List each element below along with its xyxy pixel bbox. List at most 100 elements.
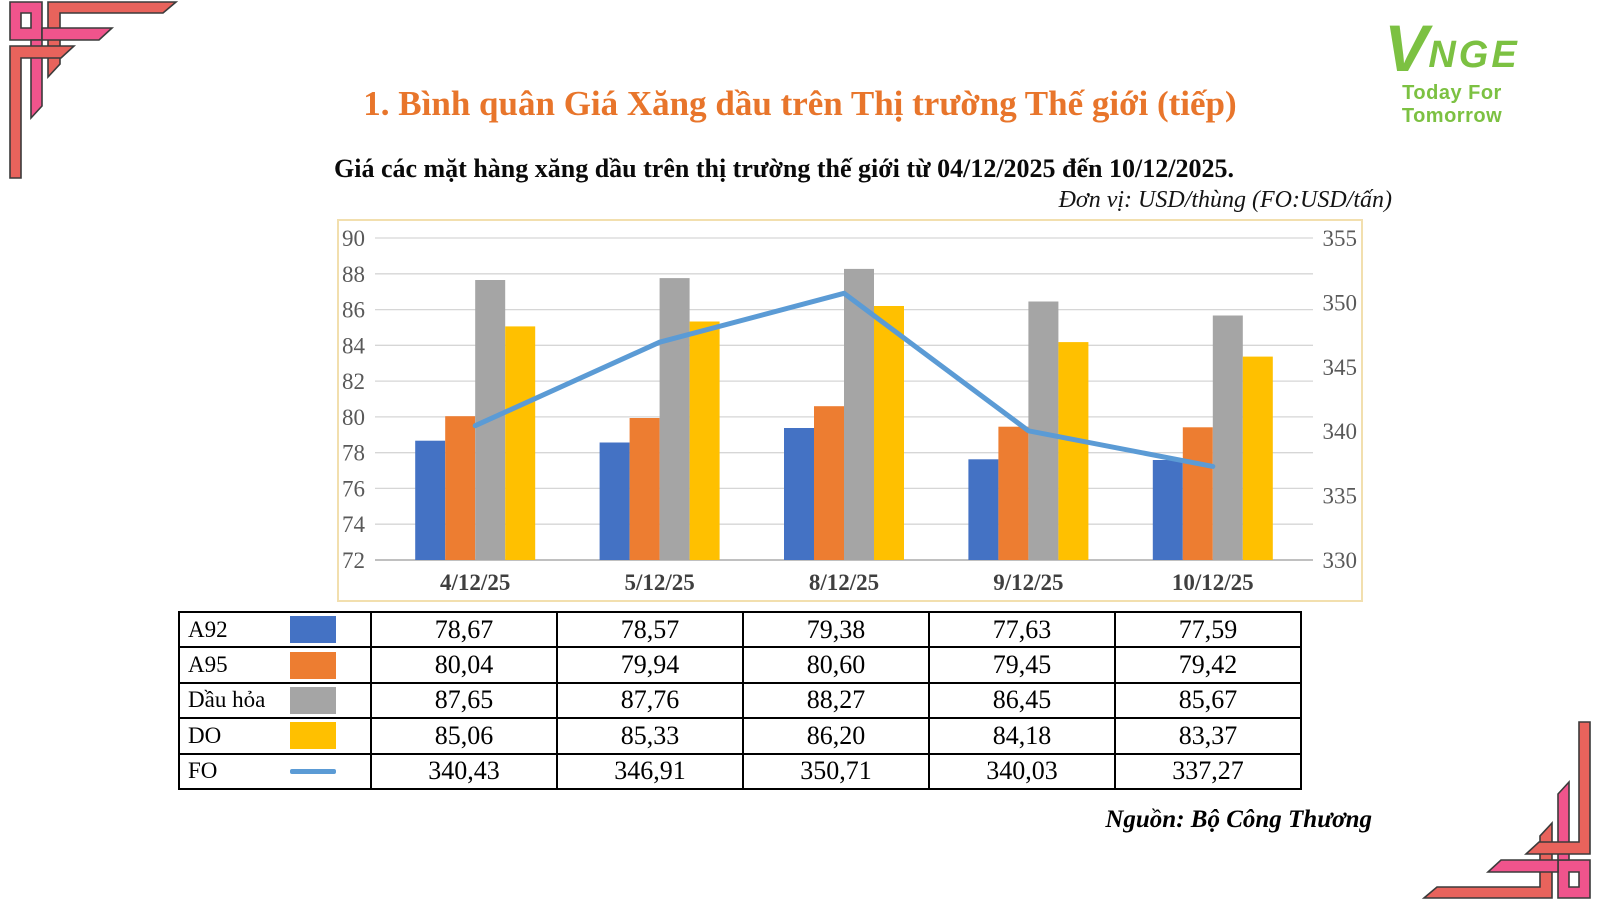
bar-A92-4/12/25 xyxy=(415,440,446,560)
series-label: A95 xyxy=(188,652,228,678)
ornament-coral-top-bar xyxy=(47,1,179,80)
legend-swatch-bar-A92 xyxy=(290,616,336,644)
table-label-cell: Dầu hỏa xyxy=(178,681,372,720)
table-value-cell: 87,76 xyxy=(556,681,744,720)
corner-ornament-bottom-right xyxy=(1421,721,1591,899)
legend-swatch-bar-A95 xyxy=(290,651,336,679)
table-value-cell: 79,38 xyxy=(742,610,930,649)
table-value-cell: 86,20 xyxy=(742,717,930,755)
series-label: FO xyxy=(188,758,218,784)
category-label: 4/12/25 xyxy=(440,570,510,595)
ornament-pink-horizontal xyxy=(1485,859,1559,873)
table-value-cell: 77,59 xyxy=(1114,610,1302,649)
bar-A92-10/12/25 xyxy=(1152,460,1183,560)
ornament-coral-l-shape xyxy=(1523,721,1591,855)
bar-Dầu hỏa-8/12/25 xyxy=(844,268,874,560)
bar-DO-10/12/25 xyxy=(1242,356,1273,560)
table-value-cell: 85,06 xyxy=(370,717,558,755)
ornament-coral-l-shape xyxy=(9,45,77,179)
series-label: DO xyxy=(188,722,222,748)
right-axis-tick-label: 350 xyxy=(1323,290,1358,315)
table-row: A92 78,67 78,57 79,38 77,63 77,59 xyxy=(178,610,1302,649)
vnge-logo-name: NGE xyxy=(1428,34,1520,77)
bar-DO-5/12/25 xyxy=(689,321,720,560)
table-value-cell: 340,03 xyxy=(928,752,1116,790)
table-label-cell: A92 xyxy=(178,610,372,649)
bar-A95-8/12/25 xyxy=(814,406,844,560)
vnge-logo-wordmark: V NGE xyxy=(1352,11,1552,85)
right-axis-tick-label: 355 xyxy=(1323,226,1358,251)
table-value-cell: 83,37 xyxy=(1114,717,1302,755)
chart-caption: Giá các mặt hàng xăng dầu trên thị trườn… xyxy=(334,154,1234,183)
ornament-coral-top-bar xyxy=(1421,820,1553,899)
bar-Dầu hỏa-5/12/25 xyxy=(659,278,690,560)
right-axis-tick-label: 340 xyxy=(1323,419,1358,444)
table-value-cell: 78,67 xyxy=(370,610,558,649)
right-axis-tick-label: 335 xyxy=(1323,484,1358,509)
table-row: Dầu hỏa 87,65 87,76 88,27 86,45 85,67 xyxy=(178,681,1302,720)
line-FO xyxy=(472,290,1216,469)
slide-title: 1. Bình quân Giá Xăng dầu trên Thị trườn… xyxy=(363,84,1237,123)
table-value-cell: 86,45 xyxy=(928,681,1116,720)
table-value-cell: 79,94 xyxy=(556,646,744,684)
ornament-pink-square xyxy=(9,1,43,41)
category-label: 9/12/25 xyxy=(993,570,1063,595)
table-value-cell: 84,18 xyxy=(928,717,1116,755)
table-label-cell: FO xyxy=(178,752,372,790)
table-value-cell: 340,43 xyxy=(370,752,558,790)
price-combo-chart: 72 74 76 78 80 82 84 86 88 90 330 335 340 345 350 355 4/… xyxy=(342,226,1358,595)
table-value-cell: 87,65 xyxy=(370,681,558,720)
legend-swatch-line-FO xyxy=(290,768,336,774)
bar-DO-9/12/25 xyxy=(1058,342,1089,560)
vnge-logo: V NGE Today For Tomorrow xyxy=(1352,11,1552,128)
bar-A92-8/12/25 xyxy=(784,428,814,560)
table-value-cell: 85,67 xyxy=(1114,681,1302,720)
ornament-pink-square xyxy=(1557,859,1591,899)
table-value-cell: 78,57 xyxy=(556,610,744,649)
ornament-pink-vertical xyxy=(1557,779,1570,861)
category-label: 8/12/25 xyxy=(809,570,879,595)
left-axis-tick-label: 72 xyxy=(342,548,365,573)
left-axis-tick-label: 78 xyxy=(342,441,365,466)
table-value-cell: 79,42 xyxy=(1114,646,1302,684)
legend-swatch-bar-Dầu hỏa xyxy=(290,686,336,714)
left-axis-tick-label: 90 xyxy=(342,226,365,251)
bar-DO-8/12/25 xyxy=(874,306,904,560)
table-value-cell: 80,04 xyxy=(370,646,558,684)
unit-note: Đơn vị: USD/thùng (FO:USD/tấn) xyxy=(1058,187,1392,213)
left-axis-tick-label: 80 xyxy=(342,405,365,430)
bar-DO-4/12/25 xyxy=(505,326,536,560)
left-axis-tick-label: 88 xyxy=(342,262,365,287)
table-value-cell: 77,63 xyxy=(928,610,1116,649)
category-label: 5/12/25 xyxy=(624,570,694,595)
bar-Dầu hỏa-10/12/25 xyxy=(1212,315,1243,560)
left-axis-tick-label: 86 xyxy=(342,298,365,323)
table-value-cell: 350,71 xyxy=(742,752,930,790)
bar-A95-4/12/25 xyxy=(445,416,476,560)
bar-A95-10/12/25 xyxy=(1182,427,1213,560)
left-axis-tick-label: 84 xyxy=(342,333,366,358)
table-value-cell: 88,27 xyxy=(742,681,930,720)
bar-A92-9/12/25 xyxy=(968,459,999,560)
ornament-pink-vertical xyxy=(30,39,43,121)
left-axis-tick-label: 74 xyxy=(342,512,366,537)
table-value-cell: 85,33 xyxy=(556,717,744,755)
table-value-cell: 346,91 xyxy=(556,752,744,790)
table-label-cell: A95 xyxy=(178,646,372,684)
bar-A95-5/12/25 xyxy=(629,418,660,560)
vnge-logo-v-mark: V xyxy=(1384,11,1429,85)
series-label: A92 xyxy=(188,616,228,642)
ornament-pink-horizontal xyxy=(41,27,115,41)
table-row: A95 80,04 79,94 80,60 79,45 79,42 xyxy=(178,646,1302,684)
bar-A92-5/12/25 xyxy=(599,442,630,560)
table-label-cell: DO xyxy=(178,717,372,755)
table-row: FO 340,43 346,91 350,71 340,03 337,27 xyxy=(178,752,1302,790)
right-axis-tick-label: 345 xyxy=(1323,355,1358,380)
series-label: Dầu hỏa xyxy=(188,687,266,713)
bar-A95-9/12/25 xyxy=(998,426,1029,560)
source-credit: Nguồn: Bộ Công Thương xyxy=(1105,806,1372,833)
right-axis-tick-label: 330 xyxy=(1323,548,1358,573)
vnge-logo-tagline: Today For Tomorrow xyxy=(1401,82,1503,128)
price-data-table: A92 78,67 78,57 79,38 77,63 77,59 A95 80,04 7… xyxy=(178,610,1302,790)
left-axis-tick-label: 82 xyxy=(342,369,365,394)
